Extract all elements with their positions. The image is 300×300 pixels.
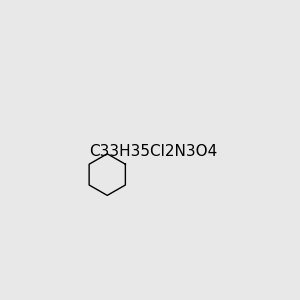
Text: C33H35Cl2N3O4: C33H35Cl2N3O4	[90, 144, 218, 159]
